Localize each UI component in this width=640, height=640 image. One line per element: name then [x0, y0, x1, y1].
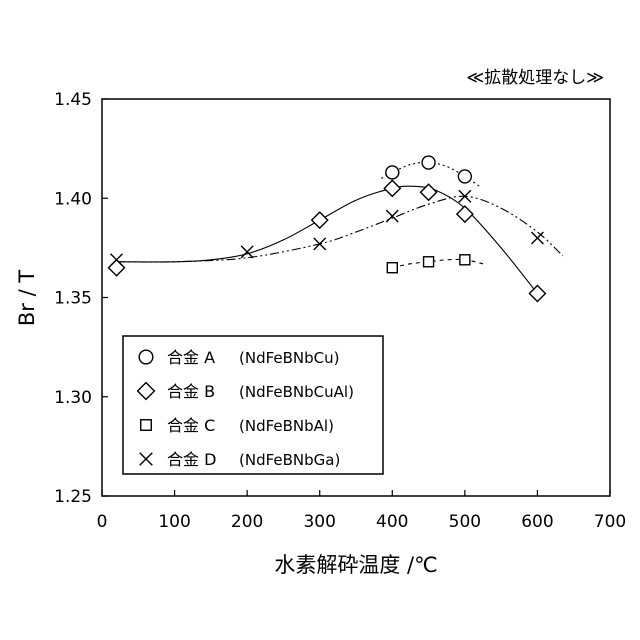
data-point-4 [241, 246, 253, 258]
y-tick-label: 1.35 [54, 289, 92, 309]
legend-marker-1 [139, 350, 153, 364]
data-point-4 [531, 232, 543, 244]
y-tick-label: 1.45 [54, 90, 92, 110]
legend-label-1: 合金 A [167, 348, 215, 367]
x-tick-label: 700 [594, 512, 626, 532]
x-tick-label: 0 [97, 512, 108, 532]
legend-formula-4: (NdFeBNbGa) [239, 451, 340, 469]
data-point-1 [386, 166, 399, 179]
data-point-4 [314, 238, 326, 250]
data-point-3 [424, 257, 434, 267]
legend: 合金 A (NdFeBNbCu) 合金 B (NdFeBNbCuAl) 合金 C (NdF… [123, 336, 383, 474]
legend-label-3: 合金 C [167, 416, 215, 435]
x-axis-label: 水素解砕温度 /℃ [274, 553, 437, 577]
data-point-1 [458, 170, 471, 183]
series-line-4 [117, 196, 563, 262]
data-point-2 [384, 180, 400, 196]
legend-label-2: 合金 B [167, 382, 215, 401]
series-line-2 [117, 186, 538, 293]
x-tick-label: 400 [376, 512, 408, 532]
data-markers [109, 156, 546, 302]
y-tick-label: 1.40 [54, 189, 92, 209]
x-tick-label: 500 [449, 512, 481, 532]
data-point-3 [387, 263, 397, 273]
x-tick-label: 100 [158, 512, 190, 532]
legend-formula-2: (NdFeBNbCuAl) [239, 383, 354, 401]
data-point-2 [312, 212, 328, 228]
x-tick-label: 300 [303, 512, 335, 532]
legend-formula-3: (NdFeBNbAl) [239, 417, 334, 435]
data-point-2 [457, 206, 473, 222]
chart-title: ≪拡散処理なし≫ [466, 68, 604, 88]
legend-formula-1: (NdFeBNbCu) [239, 349, 340, 367]
data-point-1 [422, 156, 435, 169]
y-tick-label: 1.30 [54, 388, 92, 408]
legend-marker-3 [141, 420, 152, 431]
x-tick-label: 200 [231, 512, 263, 532]
data-point-2 [529, 286, 545, 302]
data-point-3 [460, 255, 470, 265]
y-tick-label: 1.25 [54, 487, 92, 507]
legend-label-4: 合金 D [167, 450, 216, 469]
x-tick-label: 600 [521, 512, 553, 532]
trend-curves [117, 162, 563, 293]
y-axis-label: Br / T [15, 270, 39, 326]
